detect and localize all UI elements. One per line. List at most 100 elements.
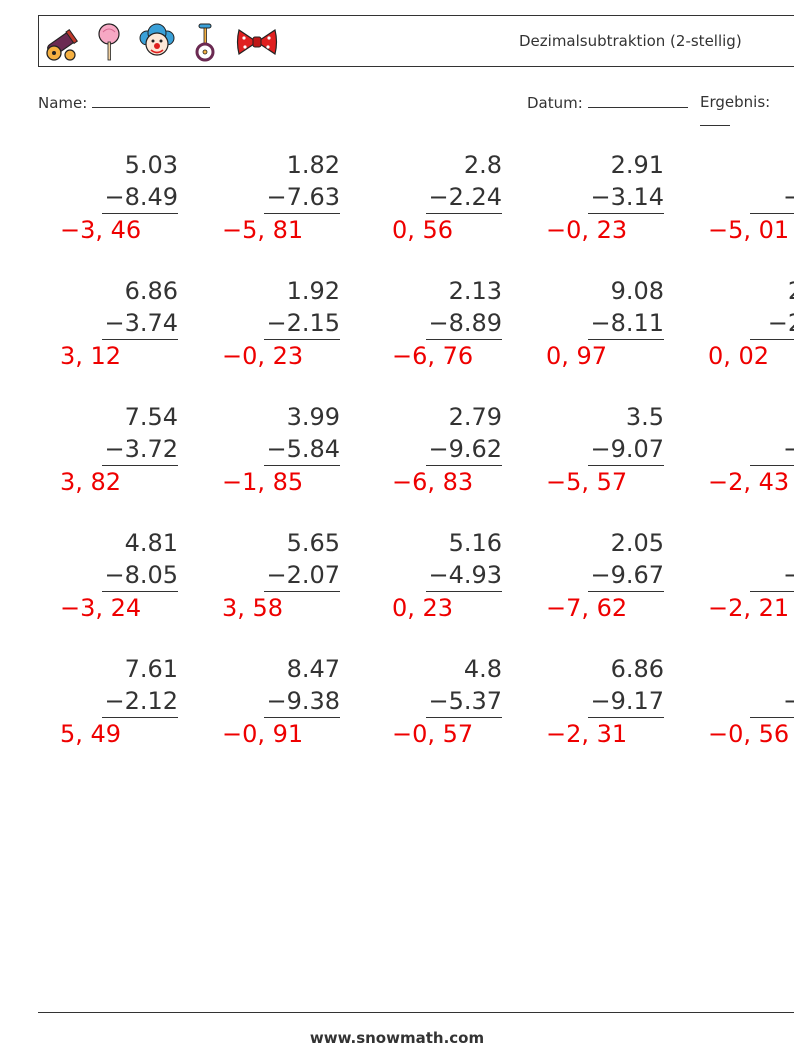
footer-divider [38, 1012, 794, 1013]
answer-line [102, 591, 178, 592]
answer-value: 0, 02 [708, 342, 770, 370]
answer-line [264, 717, 340, 718]
minuend: 6.86 [610, 655, 664, 683]
answer-line [588, 465, 664, 466]
answer-line [750, 717, 794, 718]
problem-cell: 1.−4. [686, 401, 794, 521]
answer-value: −5, 01 [708, 216, 790, 244]
subtrahend: −9. [782, 183, 794, 211]
answer-line [750, 465, 794, 466]
answer-line [426, 717, 502, 718]
problem-cell: 1.−3. [686, 527, 794, 647]
subtrahend: −9.07 [590, 435, 664, 463]
minuend: 2.91 [610, 151, 664, 179]
subtrahend: −9.62 [428, 435, 502, 463]
subtrahend: −3.72 [104, 435, 178, 463]
minuend: 3.99 [286, 403, 340, 431]
subtrahend: −7.63 [266, 183, 340, 211]
clown-icon [139, 23, 175, 56]
unicycle-icon [195, 23, 215, 62]
result-label: Ergebnis: [700, 93, 771, 111]
answer-line [426, 591, 502, 592]
subtrahend: −9.67 [590, 561, 664, 589]
problem-cell: 2.79 −9.62 [362, 401, 502, 521]
minuend: 4.8 [463, 655, 502, 683]
answer-value: −3, 24 [60, 594, 142, 622]
answer-line [102, 339, 178, 340]
problem-cell: 3.5 −9.07 [524, 401, 664, 521]
problem-cell: 4.81 −8.05 [38, 527, 178, 647]
subtrahend: −2.1 [767, 309, 794, 337]
answer-line [264, 465, 340, 466]
answer-value: −6, 83 [392, 468, 474, 496]
answer-value: −6, 76 [392, 342, 474, 370]
answer-line [426, 339, 502, 340]
answer-value: −2, 31 [546, 720, 628, 748]
answer-line [750, 339, 794, 340]
answer-line [750, 591, 794, 592]
subtrahend: −4. [782, 435, 794, 463]
minuend: 2.1 [788, 275, 794, 307]
problem-cell: 7.61 −2.12 [38, 653, 178, 773]
answer-value: −2, 43 [708, 468, 790, 496]
answer-value: −3, 46 [60, 216, 142, 244]
answer-line [426, 213, 502, 214]
answer-line [588, 213, 664, 214]
answer-value: −0, 57 [392, 720, 474, 748]
subtrahend: −8.11 [590, 309, 664, 337]
subtrahend: −8.89 [428, 309, 502, 337]
problem-cell: 1.92 −2.15 [200, 275, 340, 395]
answer-line [102, 465, 178, 466]
problem-cell: 5.03 −8.49 [38, 149, 178, 269]
answer-line [426, 465, 502, 466]
answer-value: 0, 97 [546, 342, 608, 370]
problem-cell: 7.54 −3.72 [38, 401, 178, 521]
cannon-icon [46, 28, 78, 61]
name-label: Name: [38, 94, 88, 112]
result-field[interactable]: Ergebnis: [700, 93, 794, 130]
bow-tie-icon [236, 29, 278, 55]
answer-line [102, 717, 178, 718]
minuend: 2.13 [448, 277, 502, 305]
minuend: 6.86 [124, 277, 178, 305]
date-blank[interactable] [587, 93, 688, 108]
subtrahend: −2.12 [104, 687, 178, 715]
worksheet-header: Dezimalsubtraktion (2-stellig) [38, 15, 794, 67]
subtrahend: −9.38 [266, 687, 340, 715]
header-icons [43, 22, 279, 62]
name-blank[interactable] [92, 93, 211, 108]
problem-cell: 5.65 −2.07 [200, 527, 340, 647]
answer-value: 3, 58 [222, 594, 284, 622]
result-blank[interactable] [700, 111, 730, 126]
subtrahend: −5.84 [266, 435, 340, 463]
date-field[interactable]: Datum: [527, 93, 688, 112]
answer-value: −0, 23 [222, 342, 304, 370]
subtrahend: −2.15 [266, 309, 340, 337]
minuend: 8.47 [286, 655, 340, 683]
name-field[interactable]: Name: [38, 93, 211, 112]
minuend: 2.79 [448, 403, 502, 431]
date-label: Datum: [527, 94, 583, 112]
answer-line [588, 339, 664, 340]
answer-line [264, 339, 340, 340]
answer-value: −1, 85 [222, 468, 304, 496]
minuend: 3.5 [625, 403, 664, 431]
answer-value: 5, 49 [60, 720, 122, 748]
subtrahend: −8.05 [104, 561, 178, 589]
answer-value: 3, 12 [60, 342, 122, 370]
answer-value: 0, 23 [392, 594, 454, 622]
problem-cell: 2.91 −3.14 [524, 149, 664, 269]
minuend: 2.8 [463, 151, 502, 179]
answer-value: −0, 56 [708, 720, 790, 748]
problem-cell: 2.−2. [686, 653, 794, 773]
answer-line [750, 213, 794, 214]
subtrahend: −8.49 [104, 183, 178, 211]
answer-value: −7, 62 [546, 594, 628, 622]
problem-cell: 2.05 −9.67 [524, 527, 664, 647]
answer-value: −0, 91 [222, 720, 304, 748]
worksheet-title: Dezimalsubtraktion (2-stellig) [519, 32, 742, 50]
answer-line [102, 213, 178, 214]
answer-value: −5, 57 [546, 468, 628, 496]
minuend: 7.61 [124, 655, 178, 683]
answer-value: −5, 81 [222, 216, 304, 244]
